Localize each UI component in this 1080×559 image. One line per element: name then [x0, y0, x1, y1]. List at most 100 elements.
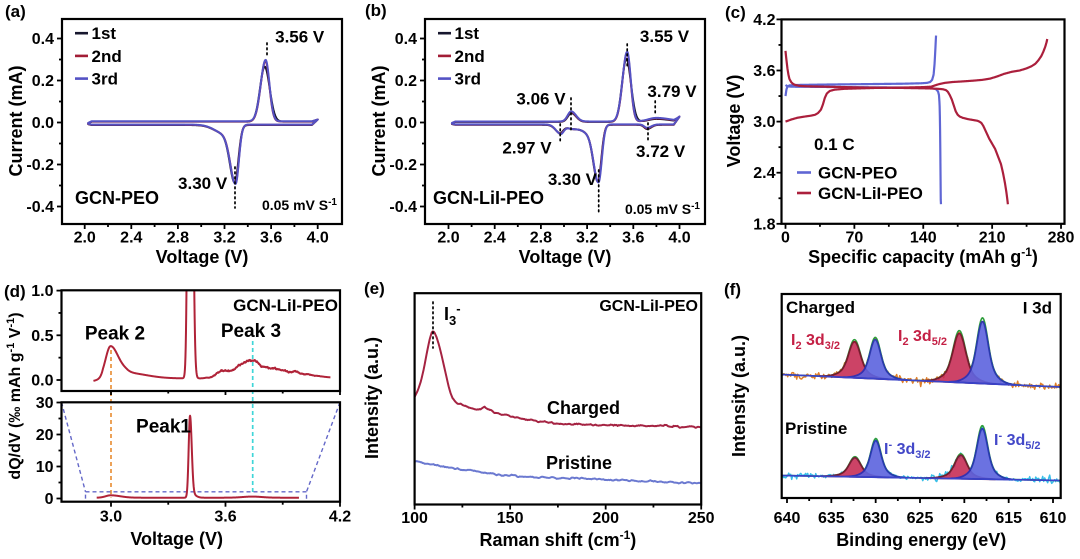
svg-text:0.2: 0.2	[395, 73, 417, 90]
svg-text:3rd: 3rd	[92, 70, 118, 89]
svg-text:Voltage (V): Voltage (V)	[156, 247, 249, 267]
svg-text:3.6: 3.6	[622, 230, 644, 247]
svg-text:Voltage (V): Voltage (V)	[724, 75, 744, 168]
svg-text:2.0: 2.0	[74, 230, 96, 247]
svg-text:2.4: 2.4	[753, 165, 775, 182]
svg-text:I- 3d5/2: I- 3d5/2	[994, 430, 1041, 452]
svg-text:2nd: 2nd	[92, 47, 122, 66]
svg-text:0.1 C: 0.1 C	[814, 135, 855, 154]
svg-text:-0.4: -0.4	[26, 199, 54, 216]
svg-text:2.97 V: 2.97 V	[502, 139, 552, 158]
svg-text:Pristine: Pristine	[785, 419, 847, 438]
svg-text:2.8: 2.8	[167, 230, 189, 247]
svg-text:3.55 V: 3.55 V	[640, 27, 690, 46]
svg-text:1.8: 1.8	[753, 216, 775, 233]
svg-text:-0.4: -0.4	[389, 199, 417, 216]
svg-text:0: 0	[45, 491, 54, 508]
svg-text:210: 210	[979, 230, 1006, 247]
svg-text:150: 150	[497, 510, 524, 527]
svg-text:4.2: 4.2	[753, 12, 775, 29]
svg-text:GCN-LiI-PEO: GCN-LiI-PEO	[233, 296, 338, 315]
svg-text:3.2: 3.2	[576, 230, 598, 247]
svg-text:GCN-LiI-PEO: GCN-LiI-PEO	[599, 298, 698, 315]
svg-text:Raman shift (cm-1): Raman shift (cm-1)	[480, 528, 637, 550]
svg-text:1st: 1st	[92, 24, 117, 43]
svg-text:-0.2: -0.2	[26, 157, 54, 174]
svg-text:250: 250	[688, 510, 715, 527]
svg-text:GCN-PEO: GCN-PEO	[75, 188, 159, 208]
svg-text:635: 635	[818, 510, 845, 527]
svg-text:Intensity (a.u.): Intensity (a.u.)	[362, 337, 382, 459]
svg-text:Voltage (V): Voltage (V)	[519, 247, 612, 267]
svg-text:(e): (e)	[364, 279, 385, 298]
svg-text:0.4: 0.4	[395, 31, 417, 48]
svg-text:10: 10	[36, 459, 54, 476]
svg-text:2.8: 2.8	[530, 230, 552, 247]
svg-text:0.0: 0.0	[32, 115, 54, 132]
svg-text:100: 100	[401, 510, 428, 527]
svg-text:4.0: 4.0	[307, 230, 329, 247]
svg-text:3.6: 3.6	[260, 230, 282, 247]
svg-text:Binding energy (eV): Binding energy (eV)	[836, 530, 1006, 550]
svg-text:3.0: 3.0	[100, 509, 122, 526]
svg-text:0.05 mV S-1: 0.05 mV S-1	[262, 197, 337, 213]
svg-text:200: 200	[592, 510, 619, 527]
svg-text:3.6: 3.6	[753, 63, 775, 80]
svg-text:630: 630	[862, 510, 889, 527]
svg-text:GCN-LiI-PEO: GCN-LiI-PEO	[818, 184, 923, 203]
svg-text:3rd: 3rd	[455, 70, 481, 89]
svg-text:Current (mA): Current (mA)	[369, 65, 389, 176]
svg-text:20: 20	[36, 427, 54, 444]
svg-text:0.5: 0.5	[31, 328, 53, 345]
svg-text:2.0: 2.0	[437, 230, 459, 247]
svg-text:(d): (d)	[4, 282, 26, 301]
svg-text:0.4: 0.4	[32, 31, 54, 48]
svg-text:2.4: 2.4	[120, 230, 142, 247]
svg-text:GCN-PEO: GCN-PEO	[818, 164, 897, 183]
svg-text:3.6: 3.6	[214, 509, 236, 526]
svg-text:3.56 V: 3.56 V	[275, 28, 325, 47]
svg-text:3.72 V: 3.72 V	[636, 142, 686, 161]
svg-text:Peak 2: Peak 2	[85, 324, 145, 345]
svg-text:Current (mA): Current (mA)	[6, 65, 26, 176]
svg-text:0.0: 0.0	[31, 373, 53, 390]
svg-text:dQ/dV (‰ mAh g-1 V-1): dQ/dV (‰ mAh g-1 V-1)	[5, 312, 24, 479]
svg-text:Peak1: Peak1	[136, 417, 191, 438]
svg-text:30: 30	[36, 395, 54, 412]
svg-text:1st: 1st	[455, 24, 480, 43]
svg-text:0.2: 0.2	[32, 73, 54, 90]
svg-text:610: 610	[1040, 510, 1067, 527]
svg-text:615: 615	[995, 510, 1022, 527]
svg-text:0: 0	[781, 230, 790, 247]
svg-text:3.30 V: 3.30 V	[548, 170, 598, 189]
svg-text:0.0: 0.0	[395, 115, 417, 132]
svg-text:Charged: Charged	[547, 398, 620, 418]
svg-text:3.30 V: 3.30 V	[178, 174, 228, 193]
svg-text:2.4: 2.4	[484, 230, 506, 247]
svg-text:(c): (c)	[725, 3, 746, 22]
svg-text:-0.2: -0.2	[389, 157, 417, 174]
svg-text:3.06 V: 3.06 V	[516, 90, 566, 109]
svg-text:3.79 V: 3.79 V	[647, 82, 697, 101]
svg-text:640: 640	[774, 510, 801, 527]
svg-text:70: 70	[845, 230, 863, 247]
svg-text:4.2: 4.2	[329, 509, 351, 526]
svg-text:Voltage (V): Voltage (V)	[130, 529, 223, 549]
svg-text:0.05 mV S-1: 0.05 mV S-1	[625, 201, 700, 217]
svg-text:Intensity (a.u.): Intensity (a.u.)	[729, 335, 749, 457]
svg-text:Specific capacity (mAh g-1): Specific capacity (mAh g-1)	[808, 245, 1038, 267]
svg-text:(f): (f)	[724, 280, 741, 299]
svg-text:3.0: 3.0	[753, 114, 775, 131]
svg-text:Peak 3: Peak 3	[221, 321, 281, 342]
svg-text:2nd: 2nd	[455, 47, 485, 66]
svg-text:Charged: Charged	[786, 298, 855, 317]
svg-text:I 3d: I 3d	[1023, 299, 1052, 318]
svg-text:(a): (a)	[5, 2, 26, 21]
svg-text:(b): (b)	[365, 1, 387, 20]
svg-text:625: 625	[907, 510, 934, 527]
svg-text:4.0: 4.0	[668, 230, 690, 247]
svg-text:3.2: 3.2	[213, 230, 235, 247]
svg-text:280: 280	[1048, 230, 1075, 247]
svg-text:Pristine: Pristine	[546, 453, 612, 473]
svg-text:GCN-LiI-PEO: GCN-LiI-PEO	[433, 188, 544, 208]
